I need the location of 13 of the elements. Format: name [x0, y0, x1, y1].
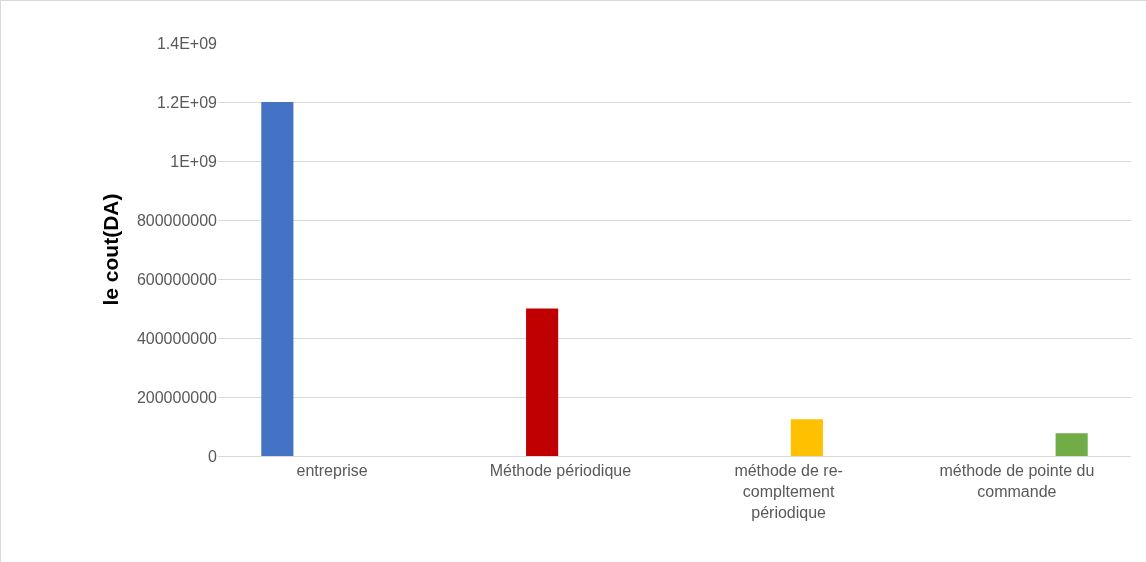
y-tick-label: 1.2E+09	[156, 93, 218, 111]
y-tick-label: 1E+09	[170, 152, 218, 170]
x-tick-label: méthode de pointe du commande	[939, 462, 1095, 500]
y-tick-label: 0	[208, 447, 218, 465]
y-axis-title: le cout(DA)	[99, 193, 123, 306]
y-tick-label: 400000000	[136, 329, 218, 347]
y-tick-label: 200000000	[136, 388, 218, 406]
x-tick-label: méthode de re-compltement périodique	[734, 462, 843, 521]
y-tick-label: 800000000	[136, 211, 218, 229]
x-tick-label: entreprise	[296, 462, 368, 480]
x-tick-label: Méthode périodique	[489, 462, 632, 480]
y-tick-label: 1.4E+09	[156, 34, 218, 52]
y-tick-label: 600000000	[136, 270, 218, 288]
